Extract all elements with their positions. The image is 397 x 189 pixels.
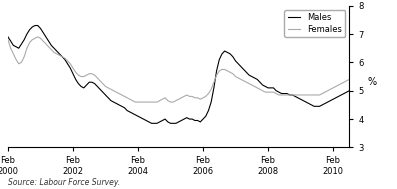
Text: Source: Labour Force Survey.: Source: Labour Force Survey. xyxy=(8,178,120,187)
Females xyxy=(347,78,352,81)
Females xyxy=(133,101,138,103)
Males xyxy=(149,122,154,125)
Males xyxy=(214,70,219,72)
Y-axis label: %: % xyxy=(368,77,377,87)
Males xyxy=(298,98,303,100)
Females xyxy=(298,94,303,96)
Females xyxy=(6,39,10,41)
Males xyxy=(6,36,10,38)
Males xyxy=(328,99,333,102)
Males xyxy=(209,101,214,103)
Females xyxy=(22,56,27,58)
Females xyxy=(35,36,40,38)
Males xyxy=(22,39,27,41)
Line: Females: Females xyxy=(8,37,349,102)
Females xyxy=(228,71,233,74)
Females xyxy=(328,88,333,91)
Females xyxy=(209,88,214,91)
Line: Males: Males xyxy=(8,26,349,123)
Legend: Males, Females: Males, Females xyxy=(285,10,345,37)
Males xyxy=(347,90,352,92)
Males xyxy=(228,53,233,55)
Males xyxy=(33,24,37,27)
Females xyxy=(214,74,219,76)
